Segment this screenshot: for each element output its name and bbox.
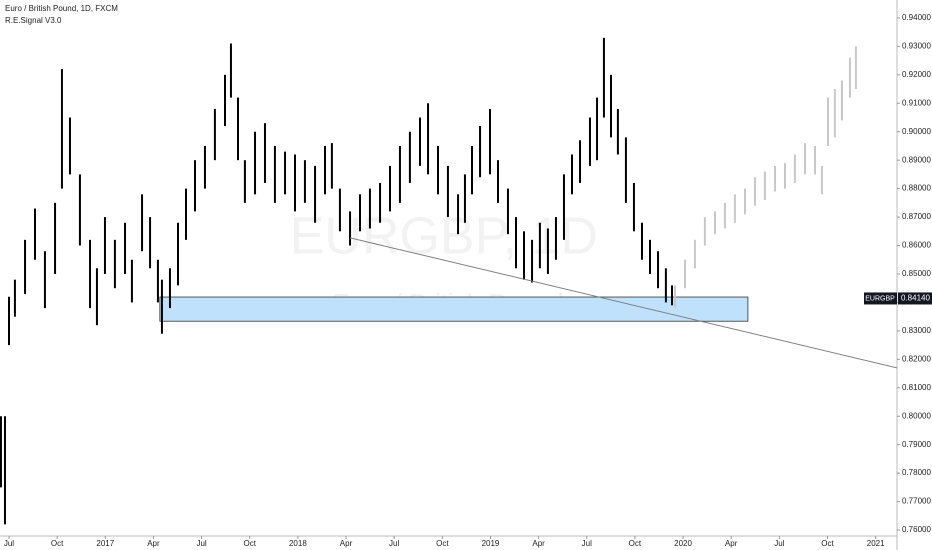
y-tick-label: 0.80000 xyxy=(902,411,931,420)
y-tick-label: 0.77000 xyxy=(902,497,931,506)
y-tick-label: 0.90000 xyxy=(902,127,931,136)
x-tick-label: Oct xyxy=(629,539,642,548)
watermark: EURGBP, 1D xyxy=(290,208,598,266)
x-tick-label: Apr xyxy=(725,539,738,548)
trendline xyxy=(349,237,898,369)
x-tick-label: 2020 xyxy=(674,539,692,548)
y-tick-label: 0.86000 xyxy=(902,241,931,250)
chart-title: Euro / British Pound, 1D, FXCM xyxy=(5,4,118,13)
y-tick-label: 0.81000 xyxy=(902,383,931,392)
x-tick-label: Apr xyxy=(147,539,160,548)
support-zone xyxy=(159,296,749,322)
y-tick-label: 0.93000 xyxy=(902,41,931,50)
y-tick-label: 0.83000 xyxy=(902,326,931,335)
x-tick-label: Oct xyxy=(51,539,64,548)
last-price-label: 0.84140 xyxy=(901,294,930,303)
chart-subtitle: R.E.Signal V3.0 xyxy=(5,16,62,25)
y-tick-label: 0.85000 xyxy=(902,269,931,278)
x-tick-label: Apr xyxy=(532,539,545,548)
y-tick-label: 0.79000 xyxy=(902,440,931,449)
x-tick-label: Jul xyxy=(582,539,592,548)
y-tick-label: 0.91000 xyxy=(902,98,931,107)
y-tick-label: 0.92000 xyxy=(902,70,931,79)
x-tick-label: Jul xyxy=(4,539,14,548)
y-tick-label: 0.82000 xyxy=(902,354,931,363)
x-tick-label: 2019 xyxy=(482,539,500,548)
y-tick-label: 0.89000 xyxy=(902,155,931,164)
x-tick-label: 2018 xyxy=(289,539,307,548)
last-price-symbol-box xyxy=(864,292,897,305)
x-tick-label: Oct xyxy=(436,539,449,548)
y-tick-label: 0.78000 xyxy=(902,468,931,477)
x-tick-label: Jul xyxy=(196,539,206,548)
y-tick-label: 0.94000 xyxy=(902,13,931,22)
last-price-box xyxy=(898,292,932,305)
x-tick-label: Oct xyxy=(244,539,257,548)
y-tick-label: 0.76000 xyxy=(902,525,931,534)
y-tick-label: 0.87000 xyxy=(902,212,931,221)
y-tick-label: 0.88000 xyxy=(902,184,931,193)
x-tick-label: Apr xyxy=(340,539,353,548)
last-price-symbol: EURGBP xyxy=(865,295,895,302)
x-tick-label: Jul xyxy=(774,539,784,548)
x-tick-label: 2017 xyxy=(96,539,114,548)
x-tick-label: 2021 xyxy=(867,539,885,548)
x-tick-label: Oct xyxy=(821,539,834,548)
x-tick-label: Jul xyxy=(389,539,399,548)
